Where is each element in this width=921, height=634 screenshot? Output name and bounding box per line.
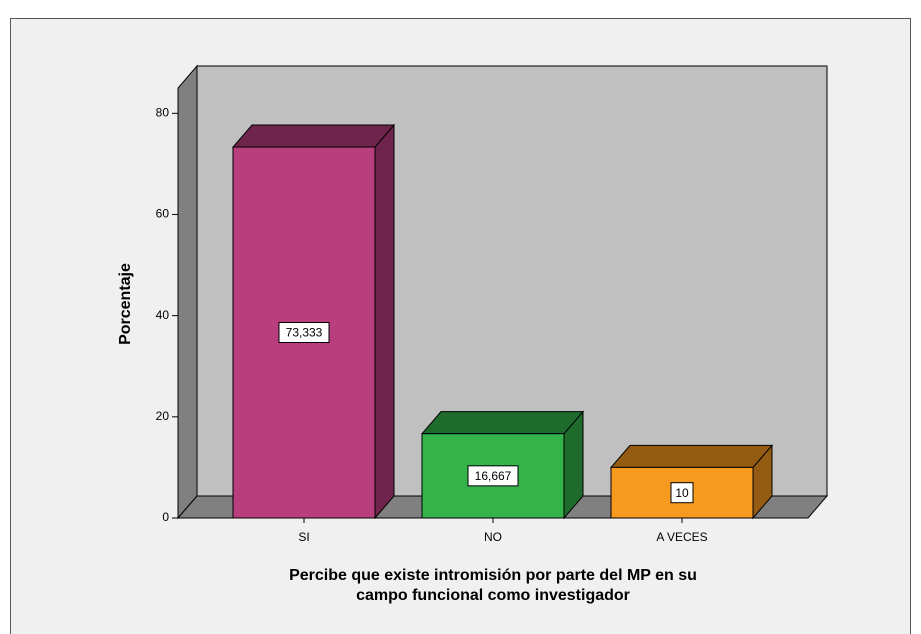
x-tick-label: SI: [298, 530, 309, 544]
x-axis-label: campo funcional como investigador: [356, 587, 630, 604]
data-label-box: [467, 465, 519, 487]
bar-top: [420, 411, 585, 435]
bar-top: [231, 124, 396, 148]
y-tick-label: 0: [162, 510, 169, 524]
x-tick-label: A VECES: [656, 530, 707, 544]
y-tick-label: 20: [156, 409, 170, 423]
y-tick-label: 60: [156, 207, 170, 221]
data-label-box: [278, 322, 330, 344]
y-tick-label: 40: [156, 308, 170, 322]
y-axis-label: Porcentaje: [117, 263, 134, 345]
bar-top: [609, 444, 774, 468]
data-label: 73,333: [286, 326, 323, 340]
bar-side: [374, 123, 395, 520]
y-tick-label: 80: [156, 105, 170, 119]
left-wall: [177, 64, 198, 520]
data-label: 16,667: [475, 469, 512, 483]
x-tick-label: NO: [484, 530, 502, 544]
data-label: 10: [675, 486, 689, 500]
x-axis-label: Percibe que existe intromisión por parte…: [289, 567, 697, 584]
data-label-box: [670, 482, 694, 504]
